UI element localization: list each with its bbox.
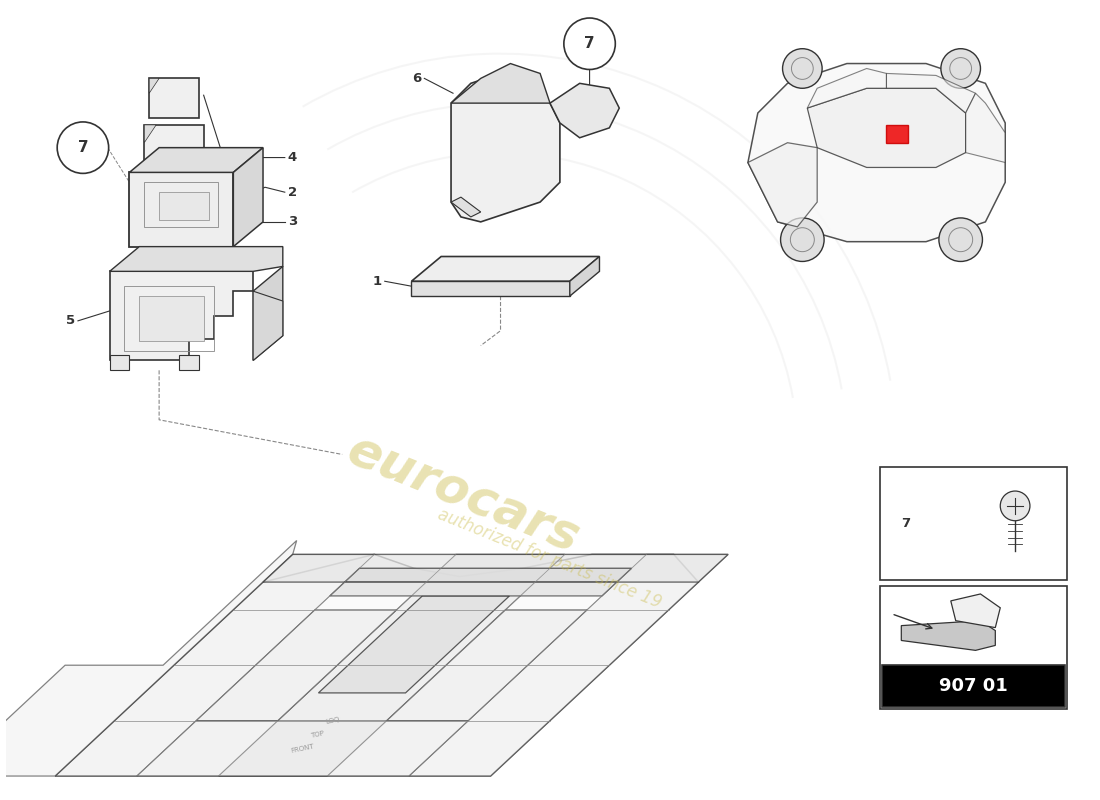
Polygon shape xyxy=(570,257,600,296)
Text: authorized for parts since 19: authorized for parts since 19 xyxy=(436,505,664,612)
Polygon shape xyxy=(130,172,233,246)
Polygon shape xyxy=(550,83,619,138)
Polygon shape xyxy=(887,74,976,113)
Text: 6: 6 xyxy=(412,72,421,85)
Polygon shape xyxy=(966,94,1005,162)
Polygon shape xyxy=(253,266,283,361)
Text: 2: 2 xyxy=(288,186,297,198)
Polygon shape xyxy=(233,148,263,246)
Polygon shape xyxy=(263,554,728,582)
Text: FRONT: FRONT xyxy=(290,743,315,754)
Polygon shape xyxy=(55,554,698,776)
Polygon shape xyxy=(748,63,1005,242)
Polygon shape xyxy=(411,257,600,282)
Polygon shape xyxy=(451,197,481,217)
Circle shape xyxy=(1000,491,1030,521)
Bar xyxy=(887,125,909,142)
Polygon shape xyxy=(136,721,469,776)
Polygon shape xyxy=(330,582,617,596)
Polygon shape xyxy=(950,594,1000,628)
FancyBboxPatch shape xyxy=(880,467,1067,580)
Polygon shape xyxy=(160,192,209,220)
Text: 7: 7 xyxy=(901,517,911,530)
Polygon shape xyxy=(451,63,550,103)
Polygon shape xyxy=(253,291,283,361)
Polygon shape xyxy=(179,355,199,370)
Polygon shape xyxy=(150,78,199,118)
Polygon shape xyxy=(140,296,204,341)
Polygon shape xyxy=(0,541,297,776)
Polygon shape xyxy=(130,148,263,172)
Polygon shape xyxy=(387,610,587,721)
Text: 7: 7 xyxy=(584,36,595,51)
Circle shape xyxy=(940,49,980,88)
Polygon shape xyxy=(748,142,817,227)
Text: 1: 1 xyxy=(373,274,382,288)
Polygon shape xyxy=(807,69,887,108)
Polygon shape xyxy=(807,88,966,167)
Polygon shape xyxy=(110,246,283,271)
Text: 4: 4 xyxy=(288,151,297,164)
Polygon shape xyxy=(219,554,564,776)
Polygon shape xyxy=(55,554,374,776)
Circle shape xyxy=(939,218,982,262)
Polygon shape xyxy=(110,271,253,361)
Polygon shape xyxy=(318,596,509,693)
Circle shape xyxy=(57,122,109,174)
Text: LOQ: LOQ xyxy=(324,716,340,725)
Text: TOP: TOP xyxy=(310,730,324,739)
Text: eurocars: eurocars xyxy=(340,426,586,563)
Polygon shape xyxy=(144,125,156,142)
Polygon shape xyxy=(344,568,631,582)
Bar xyxy=(881,666,1065,706)
Polygon shape xyxy=(901,621,996,650)
Text: 7: 7 xyxy=(78,140,88,155)
Text: 907 01: 907 01 xyxy=(938,677,1008,695)
Text: 3: 3 xyxy=(288,215,297,228)
Polygon shape xyxy=(150,78,160,94)
Polygon shape xyxy=(411,282,570,296)
Polygon shape xyxy=(110,355,130,370)
Text: 5: 5 xyxy=(66,314,75,327)
Circle shape xyxy=(782,49,822,88)
Polygon shape xyxy=(144,125,204,167)
Polygon shape xyxy=(196,610,397,721)
Circle shape xyxy=(781,218,824,262)
Polygon shape xyxy=(451,74,560,222)
Circle shape xyxy=(564,18,615,70)
Polygon shape xyxy=(409,554,728,776)
FancyBboxPatch shape xyxy=(880,586,1067,709)
